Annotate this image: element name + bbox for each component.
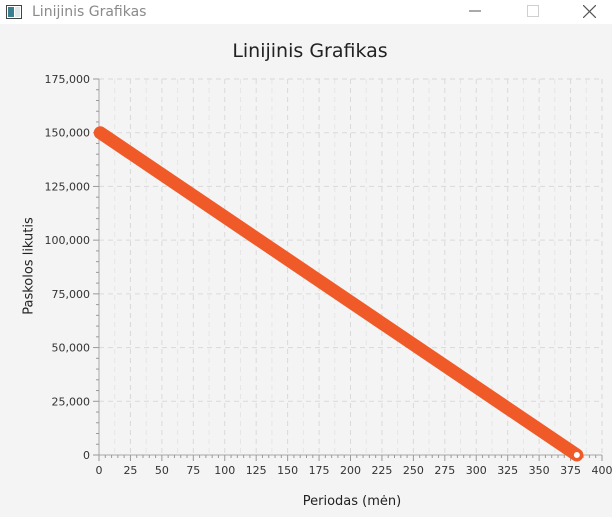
series-start-point [94, 126, 107, 139]
y-tick-label: 0 [83, 449, 90, 462]
x-tick-label: 100 [214, 464, 235, 477]
chart-grid [98, 78, 603, 456]
app-window-icon [6, 4, 22, 19]
close-button[interactable] [566, 0, 612, 24]
x-axis-label: Periodas (mėn) [302, 494, 402, 509]
x-tick-label: 350 [529, 464, 550, 477]
y-axis-label: Paskolos likutis [21, 217, 37, 315]
y-tick-label: 125,000 [45, 180, 91, 193]
series-line [93, 126, 584, 462]
x-tick-label: 375 [560, 464, 581, 477]
x-tick-label: 325 [497, 464, 518, 477]
x-tick-label: 175 [309, 464, 330, 477]
minimize-button[interactable] [452, 0, 498, 24]
x-tick-label: 50 [155, 464, 169, 477]
title-bar[interactable]: Linijinis Grafikas [0, 0, 612, 24]
series-end-point [571, 450, 582, 460]
window-title: Linijinis Grafikas [32, 4, 147, 20]
y-tick-label: 150,000 [45, 127, 91, 140]
y-tick-label: 50,000 [52, 342, 91, 355]
x-tick-label: 225 [371, 464, 392, 477]
x-tick-label: 75 [186, 464, 200, 477]
x-tick-label: 300 [466, 464, 487, 477]
x-tick-label: 0 [96, 464, 103, 477]
x-tick-label: 200 [340, 464, 361, 477]
maximize-button[interactable] [510, 0, 556, 24]
x-tick-label: 125 [246, 464, 267, 477]
minimize-icon [469, 10, 481, 12]
y-tick-label: 175,000 [45, 73, 91, 86]
chart-series [93, 126, 584, 462]
x-tick-label: 150 [277, 464, 298, 477]
x-tick-label: 275 [434, 464, 455, 477]
y-tick-label: 25,000 [52, 395, 91, 408]
close-icon [583, 5, 596, 18]
x-tick-label: 25 [123, 464, 137, 477]
y-tick-label: 100,000 [45, 234, 91, 247]
chart-title: Linijinis Grafikas [232, 40, 388, 62]
maximize-icon [527, 5, 539, 17]
y-tick-label: 75,000 [52, 288, 91, 301]
x-tick-label: 400 [592, 464, 612, 477]
chart-axes: 0 25,000 50,000 75,000 100,000 125,000 150,000… [45, 73, 612, 477]
x-tick-label: 250 [403, 464, 424, 477]
